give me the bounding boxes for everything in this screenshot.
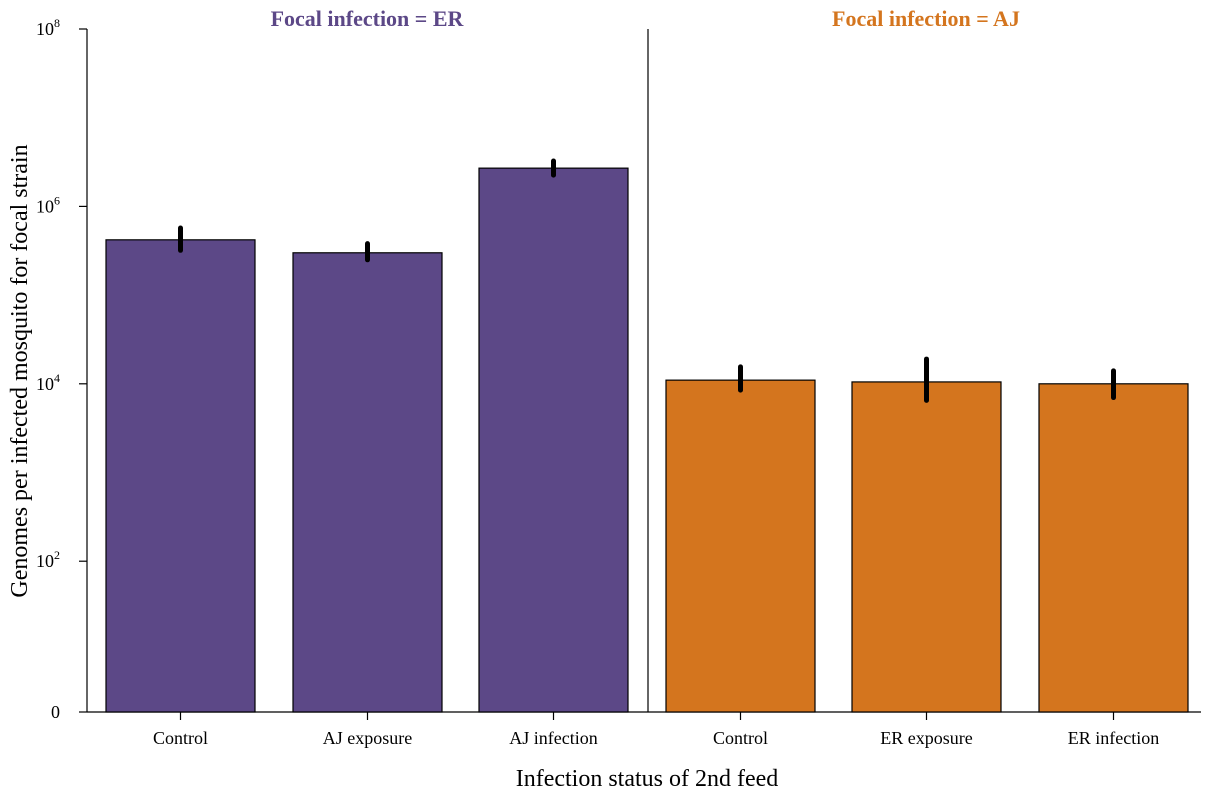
- x-tick-label: AJ exposure: [323, 728, 412, 748]
- panel-title: Focal infection = ER: [271, 6, 465, 31]
- x-tick-label: AJ infection: [509, 728, 597, 748]
- bar: [665, 379, 816, 713]
- panel-title: Focal infection = AJ: [832, 6, 1020, 31]
- y-axis: 0 102 104 106 108: [36, 16, 1201, 722]
- bar: [478, 167, 629, 713]
- bar: [1038, 383, 1189, 713]
- y-axis-title: Genomes per infected mosquito for focal …: [7, 144, 33, 597]
- y-tick-label: 104: [36, 371, 60, 394]
- x-axis-labels: Focal infection = ER Control AJ exposure AJ…: [153, 6, 1159, 748]
- y-tick-label: 106: [36, 193, 60, 216]
- bar: [105, 239, 256, 713]
- bar: [851, 381, 1002, 713]
- x-tick-label: Control: [713, 728, 768, 748]
- bars: [105, 158, 1189, 713]
- x-tick-label: Control: [153, 728, 208, 748]
- x-tick-label: ER infection: [1068, 728, 1159, 748]
- y-tick-label: 0: [51, 702, 60, 722]
- y-tick-label: 108: [36, 16, 60, 39]
- bar: [292, 252, 443, 713]
- x-tick-label: ER exposure: [880, 728, 972, 748]
- y-tick-label: 102: [36, 548, 60, 571]
- x-axis-title: Infection status of 2nd feed: [516, 766, 779, 792]
